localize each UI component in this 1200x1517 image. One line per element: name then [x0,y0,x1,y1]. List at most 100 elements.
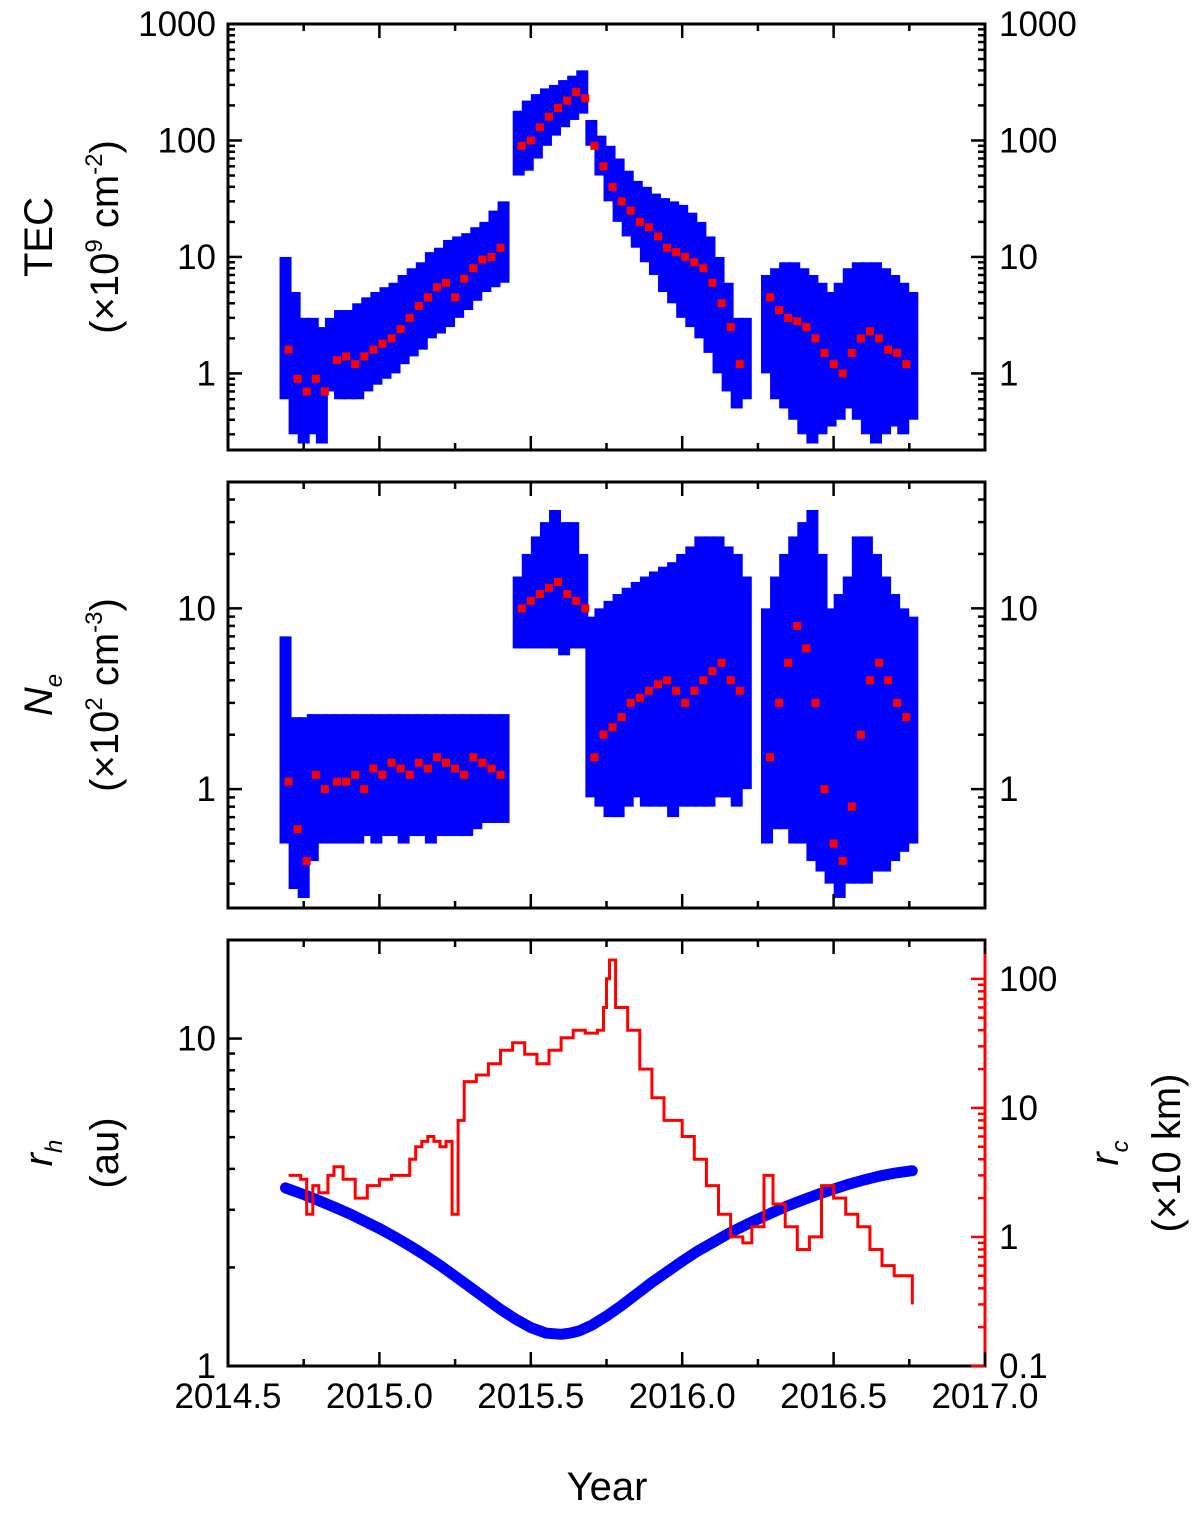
data-point-mean [802,644,811,653]
y-tick-label-right: 10 [999,238,1038,277]
tec-unit-mid: cm [83,175,127,239]
ne-unit-post: ) [83,598,127,611]
data-range-bar [685,546,698,807]
y-tick-label: 10 [177,589,216,628]
data-point-mean [432,753,441,762]
data-point-mean [572,596,581,605]
data-range-bar [397,274,410,365]
data-point-mean [735,360,744,369]
data-range-bar [379,287,392,379]
y-tick-label: 10 [177,238,216,277]
data-range-bar [621,587,634,807]
data-range-bar [721,546,734,798]
data-point-mean [442,758,451,767]
data-range-bar [658,566,671,807]
data-point-mean [554,104,563,113]
data-range-bar [497,201,510,283]
data-point-mean [284,777,293,786]
data-point-mean [717,299,726,308]
data-point-mean [608,723,617,732]
data-point-mean [293,825,302,834]
data-point-mean [726,676,735,685]
data-range-bar [879,576,892,872]
data-range-bar [461,233,474,311]
data-range-bar [676,553,689,807]
data-point-mean [838,369,847,378]
data-range-bar [279,256,292,400]
data-point-mean [617,713,626,722]
ne-ylabel-unit: (×102 cm-3) [81,598,127,792]
data-range-bar [479,714,492,823]
data-range-bar [788,262,801,420]
data-point-mean [333,777,342,786]
data-point-mean [487,252,496,261]
data-point-mean [829,839,838,848]
data-range-bar [833,282,846,420]
data-point-mean [342,352,351,361]
data-point-mean [581,604,590,613]
data-point-mean [405,313,414,322]
data-point-mean [726,323,735,332]
data-range-bar [797,522,810,844]
data-point-mean [902,713,911,722]
data-point-mean [396,764,405,773]
data-range-bar [739,317,752,400]
data-range-bar [612,158,625,222]
data-point-mean [653,232,662,241]
data-point-mean [496,770,505,779]
data-point-mean [351,770,360,779]
data-point-mean [608,182,617,191]
data-range-bar [497,714,510,823]
data-point-mean [672,248,681,257]
data-point-mean [387,758,396,767]
data-range-bar [406,268,419,357]
data-range-bar [621,170,634,237]
data-range-bar [370,714,383,844]
rh-rc-marks [280,958,918,1340]
data-point-mean [811,698,820,707]
data-range-bar [685,212,698,328]
data-range-bar [470,714,483,830]
data-point-mean [766,753,775,762]
data-point-mean [535,123,544,132]
data-point-mean [766,293,775,302]
data-range-bar [721,282,734,392]
data-point-mean [717,658,726,667]
data-point-mean [829,360,838,369]
data-range-bar [306,714,319,862]
data-point-mean [893,698,902,707]
rc-ylabel-unit: (×10 km) [1145,1074,1189,1233]
data-point-mean [865,327,874,336]
y-tick-label: 1 [197,770,216,809]
data-point-mean [378,339,387,348]
data-point-mean [302,857,311,866]
data-point-mean [432,283,441,292]
data-point-mean [342,777,351,786]
tec-unit-sup2: -2 [81,154,108,175]
data-point-mean [378,770,387,779]
y-tick-label: 100 [158,121,216,160]
data-point-mean [847,348,856,357]
x-tick-label: 2017.0 [931,1377,1038,1416]
data-range-bar [297,317,310,444]
data-range-bar [558,522,571,656]
data-point-mean [893,348,902,357]
data-point-mean [690,686,699,695]
data-point-mean [451,293,460,302]
x-tick-label: 2015.0 [326,1377,433,1416]
x-tick-label: 2016.0 [629,1377,736,1416]
data-point-mean [320,785,329,794]
data-range-bar [824,292,837,427]
data-point-mean [581,94,590,103]
data-range-bar [739,576,752,790]
data-point-mean [563,590,572,599]
rh-ylabel: rh [17,1140,68,1167]
data-point-mean [478,255,487,264]
data-range-bar [806,510,819,862]
data-point-mean [875,334,884,343]
data-point-mean [617,197,626,206]
data-point-mean [414,301,423,310]
y-tick-label-right: 1 [999,354,1018,393]
data-point-mean [875,658,884,667]
data-point-mean [302,387,311,396]
